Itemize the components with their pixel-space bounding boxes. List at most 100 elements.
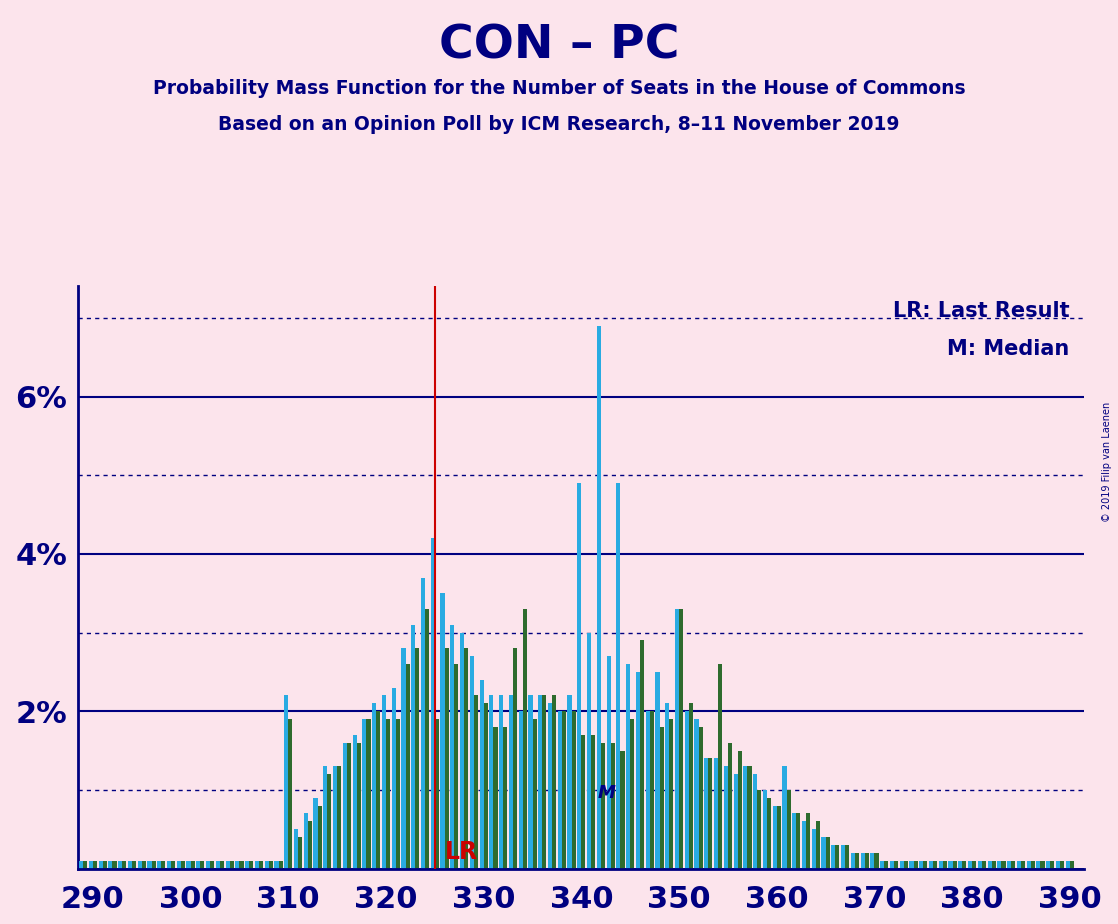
Bar xyxy=(470,656,474,869)
Bar xyxy=(127,860,132,869)
Bar xyxy=(377,711,380,869)
Text: LR: LR xyxy=(445,840,477,864)
Bar xyxy=(548,703,552,869)
Bar xyxy=(670,719,673,869)
Bar xyxy=(832,845,835,869)
Bar xyxy=(812,829,816,869)
Bar xyxy=(777,806,780,869)
Bar xyxy=(307,821,312,869)
Bar xyxy=(158,860,161,869)
Bar xyxy=(382,696,386,869)
Bar xyxy=(411,625,415,869)
Bar xyxy=(284,696,288,869)
Bar xyxy=(992,860,996,869)
Bar xyxy=(825,837,830,869)
Bar xyxy=(822,837,825,869)
Bar xyxy=(793,813,796,869)
Bar xyxy=(181,860,184,869)
Bar xyxy=(806,813,811,869)
Bar xyxy=(620,750,625,869)
Text: LR: Last Result: LR: Last Result xyxy=(893,301,1070,321)
Bar xyxy=(600,743,605,869)
Bar xyxy=(728,743,732,869)
Bar xyxy=(529,696,532,869)
Bar xyxy=(1041,860,1044,869)
Bar xyxy=(288,719,293,869)
Bar xyxy=(538,696,542,869)
Bar xyxy=(929,860,934,869)
Bar xyxy=(226,860,229,869)
Bar xyxy=(689,703,693,869)
Bar xyxy=(1065,860,1070,869)
Bar xyxy=(113,860,116,869)
Bar xyxy=(161,860,165,869)
Bar xyxy=(723,766,728,869)
Bar xyxy=(1021,860,1025,869)
Bar xyxy=(200,860,205,869)
Bar xyxy=(709,759,712,869)
Bar xyxy=(352,735,357,869)
Bar xyxy=(425,609,429,869)
Bar xyxy=(718,664,722,869)
Text: Probability Mass Function for the Number of Seats in the House of Commons: Probability Mass Function for the Number… xyxy=(153,79,965,98)
Bar xyxy=(343,743,347,869)
Bar xyxy=(610,743,615,869)
Bar xyxy=(874,853,879,869)
Bar xyxy=(148,860,152,869)
Bar xyxy=(362,719,367,869)
Bar xyxy=(733,774,738,869)
Bar xyxy=(259,860,263,869)
Text: CON – PC: CON – PC xyxy=(438,23,680,68)
Bar xyxy=(142,860,145,869)
Bar xyxy=(675,609,679,869)
Bar xyxy=(519,711,523,869)
Bar xyxy=(665,703,670,869)
Bar xyxy=(591,735,595,869)
Bar xyxy=(464,649,468,869)
Bar xyxy=(451,625,454,869)
Bar xyxy=(694,719,699,869)
Bar xyxy=(435,719,439,869)
Bar xyxy=(474,696,479,869)
Bar xyxy=(122,860,126,869)
Bar xyxy=(396,719,400,869)
Bar xyxy=(948,860,953,869)
Bar xyxy=(98,860,103,869)
Bar xyxy=(864,853,869,869)
Bar xyxy=(942,860,947,869)
Bar xyxy=(631,719,634,869)
Bar xyxy=(493,727,498,869)
Bar xyxy=(357,743,361,869)
Bar xyxy=(542,696,547,869)
Bar xyxy=(796,813,800,869)
Bar xyxy=(415,649,419,869)
Bar xyxy=(913,860,918,869)
Bar xyxy=(851,853,855,869)
Bar xyxy=(171,860,176,869)
Bar xyxy=(299,837,302,869)
Bar xyxy=(884,860,889,869)
Bar xyxy=(816,821,819,869)
Bar xyxy=(997,860,1002,869)
Bar xyxy=(119,860,122,869)
Bar xyxy=(210,860,215,869)
Bar xyxy=(568,696,571,869)
Bar xyxy=(318,806,322,869)
Bar xyxy=(265,860,268,869)
Bar xyxy=(386,719,390,869)
Bar xyxy=(783,766,786,869)
Bar xyxy=(1055,860,1060,869)
Bar xyxy=(459,633,464,869)
Bar xyxy=(1011,860,1015,869)
Bar xyxy=(855,853,859,869)
Bar xyxy=(660,727,664,869)
Bar xyxy=(138,860,142,869)
Bar xyxy=(861,853,864,869)
Bar xyxy=(714,759,718,869)
Bar xyxy=(743,766,748,869)
Bar xyxy=(1046,860,1050,869)
Bar xyxy=(773,806,777,869)
Bar xyxy=(421,578,425,869)
Bar xyxy=(430,538,435,869)
Bar xyxy=(239,860,244,869)
